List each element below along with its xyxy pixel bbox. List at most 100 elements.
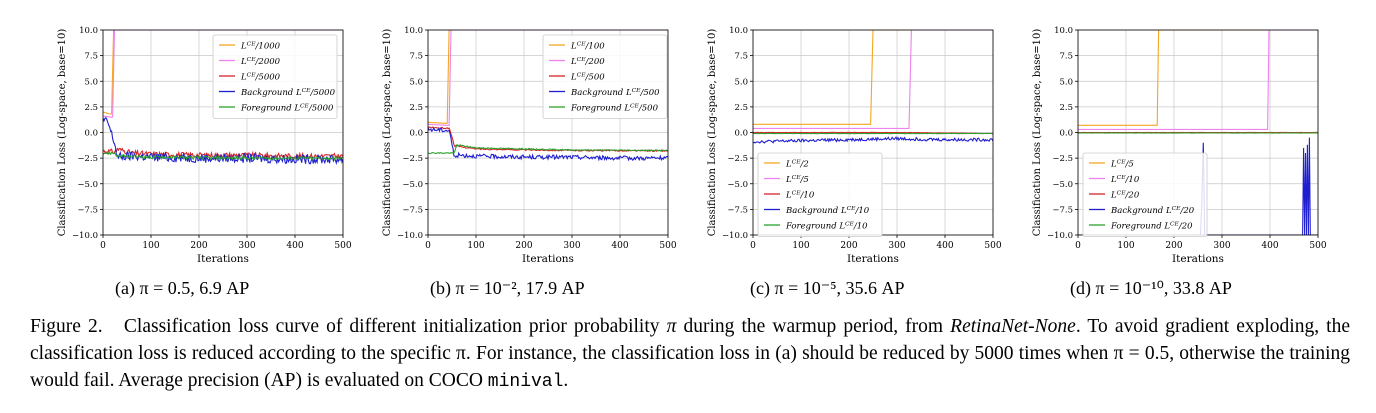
x-tick-label: 400 (611, 241, 628, 251)
x-tick-label: 400 (1261, 241, 1278, 251)
y-tick-label: 0.0 (734, 129, 748, 139)
y-tick-label: −5.0 (727, 180, 748, 190)
panel-caption-d: (d) π = 10⁻¹⁰, 33.8 AP (1070, 278, 1232, 298)
legend-entry: Foreground LCE/20 (1110, 221, 1193, 232)
legend-entry: LCE/500 (570, 72, 605, 83)
x-tick-label: 0 (425, 241, 431, 251)
series-line-0 (103, 30, 343, 115)
legend-entry: LCE/1000 (240, 41, 281, 52)
y-tick-label: −10.0 (1047, 231, 1073, 241)
x-axis-label: Iterations (1172, 253, 1224, 265)
y-tick-label: 7.5 (1059, 52, 1073, 62)
x-tick-label: 100 (792, 241, 809, 251)
y-tick-label: 2.5 (734, 103, 748, 113)
chart-panel-2: 0 100 200 300 400 500 −10.0 −7.5 −5.0 −2.5 0.0 2.5 5… (707, 26, 1002, 265)
x-axis-label: Iterations (847, 253, 899, 265)
caption-text-4: . (563, 370, 569, 391)
series-line-1 (753, 30, 993, 129)
y-tick-label: 5.0 (1059, 77, 1073, 87)
series-line-2 (103, 147, 343, 161)
caption-text-2: during the warmup period, from (683, 316, 944, 337)
x-tick-label: 0 (750, 241, 756, 251)
series-line-4 (103, 150, 343, 162)
legend-entry: LCE/100 (570, 41, 605, 52)
y-tick-label: −7.5 (1052, 205, 1073, 215)
y-tick-label: −10.0 (397, 231, 423, 241)
x-axis-label: Iterations (522, 253, 574, 265)
y-tick-label: 10.0 (729, 26, 748, 36)
legend-entry: Background LCE/5000 (240, 87, 336, 98)
legend-entry: Foreground LCE/10 (785, 221, 868, 232)
chart-panel-0: 0 100 200 300 400 500 −10.0 −7.5 −5.0 −2.5 0.0 2.5 5… (57, 26, 352, 265)
y-axis-label: Classification Loss (Log-space, base=10) (1032, 29, 1043, 237)
series-line-2 (428, 126, 668, 153)
panel-caption-c: (c) π = 10⁻⁵, 35.6 AP (750, 278, 905, 298)
x-tick-label: 100 (1117, 241, 1134, 251)
caption-text-3: . To avoid gradient exploding, the class… (30, 316, 1350, 391)
x-tick-label: 300 (563, 241, 580, 251)
legend-entry: Background LCE/20 (1110, 205, 1195, 216)
legend-entry: LCE/5000 (240, 72, 281, 83)
y-axis-label: Classification Loss (Log-space, base=10) (57, 29, 68, 237)
x-tick-label: 500 (334, 241, 351, 251)
x-tick-label: 200 (840, 241, 857, 251)
x-tick-label: 400 (286, 241, 303, 251)
y-axis-label: Classification Loss (Log-space, base=10) (707, 29, 718, 237)
series-line-4 (428, 144, 668, 155)
legend-box (1082, 152, 1208, 237)
y-tick-label: −2.5 (402, 154, 423, 164)
y-tick-label: 2.5 (409, 103, 423, 113)
legend-box (757, 152, 883, 237)
y-tick-label: 5.0 (409, 77, 423, 87)
y-tick-label: −2.5 (1052, 154, 1073, 164)
series-line-0 (753, 30, 993, 125)
legend-box (212, 34, 338, 119)
x-tick-label: 300 (888, 241, 905, 251)
y-tick-label: 7.5 (84, 52, 98, 62)
x-tick-label: 0 (100, 241, 106, 251)
x-tick-label: 300 (238, 241, 255, 251)
y-tick-label: 10.0 (1054, 26, 1073, 36)
y-tick-label: −5.0 (402, 180, 423, 190)
x-tick-label: 500 (659, 241, 676, 251)
chart-panel-3: 0 100 200 300 400 500 −10.0 −7.5 −5.0 −2.5 0.0 2.5 5… (1032, 26, 1327, 265)
caption-symbol: π (666, 316, 677, 337)
figure-panels: 0 100 200 300 400 500 −10.0 −7.5 −5.0 −2.5 0.0 2.5 5… (57, 26, 1327, 265)
panel-caption-b: (b) π = 10⁻², 17.9 AP (430, 278, 585, 298)
y-tick-label: 0.0 (84, 129, 98, 139)
y-tick-label: 10.0 (79, 26, 98, 36)
y-tick-label: 5.0 (734, 77, 748, 87)
legend-entry: LCE/2000 (240, 56, 281, 67)
legend-entry: LCE/10 (1110, 174, 1140, 185)
x-tick-label: 500 (1309, 241, 1326, 251)
legend-entry: LCE/10 (785, 190, 815, 201)
y-tick-label: 5.0 (84, 77, 98, 87)
figure-caption: Figure 2. Classification loss curve of d… (30, 313, 1350, 396)
legend-entry: Background LCE/500 (570, 87, 660, 98)
chart-panel-1: 0 100 200 300 400 500 −10.0 −7.5 −5.0 −2.5 0.0 2.5 5… (382, 26, 677, 265)
y-tick-label: 0.0 (1059, 129, 1073, 139)
series-line-1 (1078, 30, 1318, 130)
panel-caption-a: (a) π = 0.5, 6.9 AP (115, 278, 250, 298)
x-tick-label: 0 (1075, 241, 1081, 251)
series-line-3 (428, 126, 668, 162)
y-tick-label: −10.0 (72, 231, 98, 241)
y-tick-label: −10.0 (722, 231, 748, 241)
y-axis-label: Classification Loss (Log-space, base=10) (382, 29, 393, 237)
x-tick-label: 300 (1213, 241, 1230, 251)
y-tick-label: −2.5 (77, 154, 98, 164)
caption-dataset: minival (487, 372, 564, 392)
y-tick-label: −7.5 (77, 205, 98, 215)
y-tick-label: 7.5 (409, 52, 423, 62)
legend-entry: LCE/2 (785, 159, 809, 170)
caption-model: RetinaNet-None (950, 316, 1076, 337)
legend-entry: Foreground LCE/500 (570, 103, 659, 114)
series-line-0 (1078, 30, 1318, 126)
y-tick-label: 2.5 (84, 103, 98, 113)
caption-text-1: Classification loss curve of different i… (123, 316, 660, 337)
x-tick-label: 400 (936, 241, 953, 251)
y-tick-label: 7.5 (734, 52, 748, 62)
y-tick-label: −7.5 (402, 205, 423, 215)
series-line-3 (753, 136, 993, 144)
legend-entry: LCE/5 (1110, 159, 1134, 170)
